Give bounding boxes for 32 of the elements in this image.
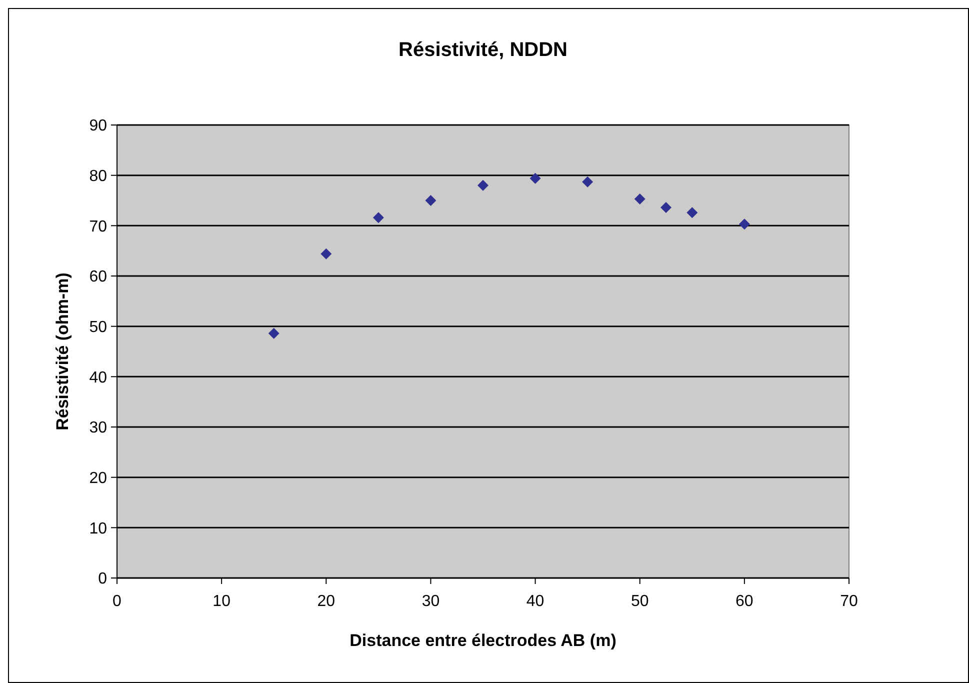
x-tick-label: 10 [212, 593, 231, 610]
y-tick-label: 80 [89, 168, 108, 185]
y-tick-label: 20 [89, 470, 108, 487]
x-tick-label: 50 [630, 593, 649, 610]
x-tick-label: 60 [736, 593, 754, 610]
point [372, 212, 384, 224]
point [582, 176, 594, 188]
point [320, 248, 332, 260]
y-tick-label: 90 [89, 118, 108, 135]
x-tick-label: 40 [526, 593, 544, 610]
y-tick-label: 30 [89, 420, 108, 437]
point [738, 218, 750, 230]
y-tick-label: 40 [89, 369, 108, 386]
x-axis-title: Distance entre électrodes AB (m) [350, 631, 616, 650]
x-tick-label: 0 [112, 593, 122, 610]
y-tick-label: 60 [89, 268, 108, 286]
x-tick-label: 20 [317, 593, 336, 610]
point [530, 172, 541, 184]
point [268, 328, 280, 339]
x-tick-label: 70 [840, 593, 858, 610]
point [634, 193, 646, 204]
point [478, 180, 488, 191]
point [686, 207, 698, 218]
chart-title: Résistivité, NDDN [398, 39, 568, 61]
x-tick-label: 30 [422, 593, 440, 610]
point [425, 195, 436, 206]
y-axis-title: Résistivité (ohm-m) [53, 272, 72, 430]
y-tick-label: 70 [89, 218, 108, 236]
y-tick-label: 0 [98, 570, 108, 588]
y-tick-label: 50 [89, 318, 108, 336]
point [660, 202, 672, 214]
y-tick-label: 10 [89, 520, 108, 538]
